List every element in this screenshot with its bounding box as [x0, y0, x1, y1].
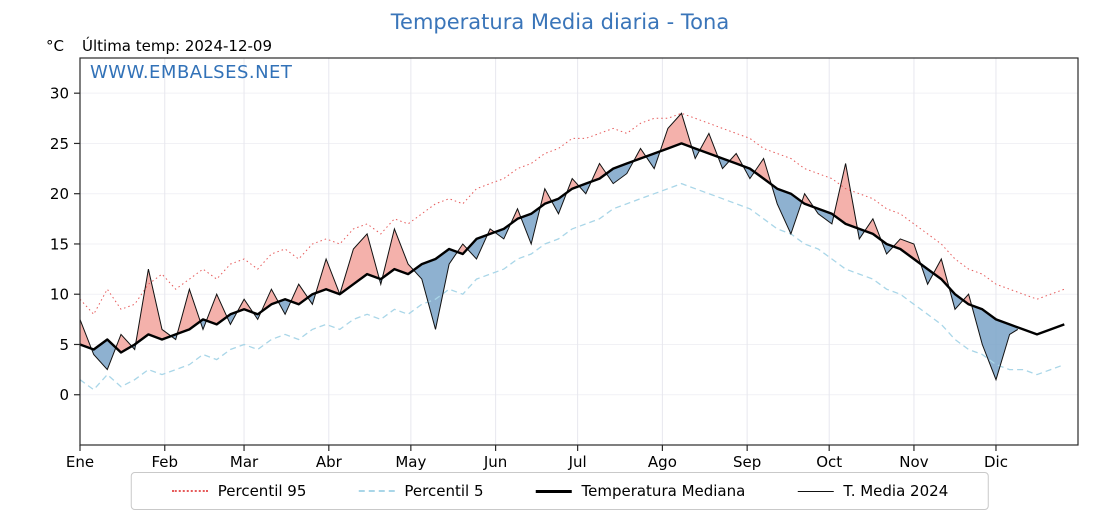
series-temperatura-mediana: [79, 142, 1065, 354]
watermark: WWW.EMBALSES.NET: [90, 62, 293, 83]
x-tick-label: Ago: [648, 453, 677, 471]
series-percentil-95: [79, 112, 1065, 316]
legend-label-media-2024: T. Media 2024: [843, 482, 949, 500]
legend: Percentil 95 Percentil 5 Temperatura Med…: [130, 472, 990, 510]
chart-title: Temperatura Media diaria - Tona: [390, 10, 730, 34]
y-tick-label: 25: [50, 135, 69, 153]
fill-below-median: [80, 143, 1018, 380]
x-tick-label: Ene: [66, 453, 94, 471]
last-temp-label: Última temp: 2024-12-09: [82, 37, 273, 55]
y-tick-label: 20: [50, 185, 69, 203]
x-tick-label: Jun: [483, 453, 507, 471]
plot-background: [80, 58, 1078, 445]
x-tick-label: Feb: [151, 453, 178, 471]
y-unit-label: °C: [46, 37, 64, 55]
legend-item-media-2024: T. Media 2024: [797, 482, 948, 500]
y-tick-label: 30: [50, 85, 69, 103]
legend-swatch-percentil-5: [358, 490, 395, 492]
x-tick-label: Dic: [984, 453, 1008, 471]
legend-item-percentil-95: Percentil 95: [171, 482, 307, 500]
legend-swatch-mediana: [535, 489, 572, 493]
x-tick-label: May: [395, 453, 426, 471]
legend-item-percentil-5: Percentil 5: [358, 482, 483, 500]
legend-label-percentil-5: Percentil 5: [404, 482, 484, 500]
y-tick-label: 5: [59, 336, 69, 354]
legend-item-mediana: Temperatura Mediana: [535, 482, 745, 500]
legend-swatch-media-2024: [797, 490, 834, 492]
x-tick-label: Mar: [230, 453, 259, 471]
y-tick-label: 0: [59, 386, 69, 404]
x-tick-label: Sep: [733, 453, 761, 471]
axes-frame: [79, 57, 1079, 446]
x-tick-label: Abr: [316, 453, 343, 471]
y-tick-label: 10: [50, 286, 69, 304]
y-tick-label: 15: [50, 235, 69, 253]
legend-label-percentil-95: Percentil 95: [217, 482, 307, 500]
legend-label-mediana: Temperatura Mediana: [581, 482, 746, 500]
series-percentil-5: [79, 182, 1065, 391]
x-tick-label: Jul: [568, 453, 587, 471]
legend-swatch-percentil-95: [171, 490, 208, 492]
x-tick-label: Nov: [899, 453, 928, 471]
x-tick-label: Oct: [816, 453, 842, 471]
